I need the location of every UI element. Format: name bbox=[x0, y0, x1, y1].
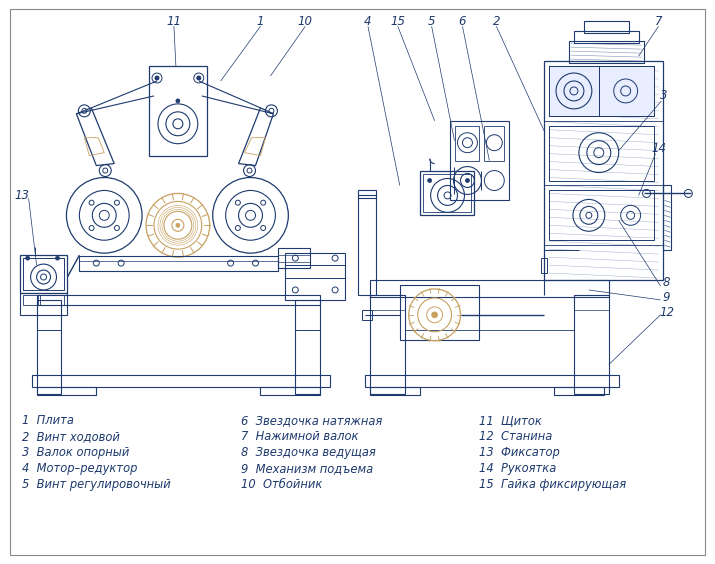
Bar bbox=[20, 255, 67, 293]
Circle shape bbox=[432, 312, 438, 318]
Text: 15: 15 bbox=[390, 15, 405, 28]
Text: 6  Звездочка натяжная: 6 Звездочка натяжная bbox=[240, 415, 382, 428]
Text: 1: 1 bbox=[257, 15, 265, 28]
Circle shape bbox=[176, 99, 180, 103]
Text: 4  Мотор–редуктор: 4 Мотор–редуктор bbox=[21, 462, 137, 475]
Circle shape bbox=[176, 223, 180, 227]
Circle shape bbox=[26, 256, 29, 260]
Bar bbox=[36, 300, 61, 394]
Text: 14: 14 bbox=[651, 142, 666, 155]
Circle shape bbox=[155, 76, 159, 80]
Bar bbox=[400, 285, 479, 340]
Bar bbox=[362, 310, 372, 320]
Bar bbox=[598, 66, 654, 116]
Bar bbox=[358, 191, 376, 199]
Text: 12  Станина: 12 Станина bbox=[479, 430, 553, 443]
Bar bbox=[23, 258, 64, 290]
Circle shape bbox=[197, 76, 201, 80]
Text: 3: 3 bbox=[660, 90, 667, 103]
Text: 10: 10 bbox=[297, 15, 312, 28]
Bar bbox=[584, 21, 628, 33]
Bar bbox=[295, 300, 320, 394]
Text: 5  Винт регулировочный: 5 Винт регулировочный bbox=[21, 478, 170, 491]
Text: 2: 2 bbox=[493, 15, 500, 28]
Text: 13  Фиксатор: 13 Фиксатор bbox=[479, 446, 560, 459]
Bar bbox=[370, 295, 405, 394]
Bar bbox=[20, 293, 67, 315]
Circle shape bbox=[465, 179, 470, 183]
Bar bbox=[484, 126, 504, 161]
Bar bbox=[36, 387, 97, 395]
Text: 2  Винт ходовой: 2 Винт ходовой bbox=[21, 430, 119, 443]
Bar bbox=[664, 186, 671, 250]
Bar bbox=[285, 253, 345, 300]
Bar bbox=[455, 126, 479, 161]
Bar bbox=[574, 31, 638, 43]
Text: 7: 7 bbox=[655, 15, 662, 28]
Circle shape bbox=[56, 256, 59, 260]
Bar bbox=[549, 66, 654, 116]
Text: 8: 8 bbox=[663, 276, 670, 289]
Text: 10  Отбойник: 10 Отбойник bbox=[240, 478, 322, 491]
Text: 7  Нажимной валок: 7 Нажимной валок bbox=[240, 430, 358, 443]
Bar bbox=[574, 295, 608, 394]
Text: 6: 6 bbox=[459, 15, 466, 28]
Text: 15  Гайка фиксирующая: 15 Гайка фиксирующая bbox=[479, 478, 626, 491]
Text: 8  Звездочка ведущая: 8 Звездочка ведущая bbox=[240, 446, 375, 459]
Bar bbox=[370, 280, 608, 297]
Bar bbox=[549, 191, 654, 240]
Bar bbox=[260, 387, 320, 395]
Circle shape bbox=[428, 179, 432, 183]
Bar bbox=[278, 248, 310, 268]
Bar bbox=[554, 387, 603, 395]
Bar bbox=[569, 41, 644, 63]
Text: 11  Щиток: 11 Щиток bbox=[479, 415, 542, 428]
Text: 3  Валок опорный: 3 Валок опорный bbox=[21, 446, 129, 459]
Bar bbox=[423, 174, 471, 212]
Text: 9: 9 bbox=[663, 292, 670, 305]
Bar bbox=[549, 126, 654, 180]
Text: 1  Плита: 1 Плита bbox=[21, 415, 74, 428]
Bar bbox=[31, 374, 330, 387]
Text: 12: 12 bbox=[659, 306, 674, 319]
Bar bbox=[370, 387, 420, 395]
Bar bbox=[365, 374, 618, 387]
Bar bbox=[36, 295, 320, 305]
Bar bbox=[541, 258, 547, 273]
Bar bbox=[23, 295, 38, 305]
Text: 5: 5 bbox=[428, 15, 435, 28]
Text: 4: 4 bbox=[364, 15, 372, 28]
Text: 13: 13 bbox=[14, 189, 29, 202]
Text: 11: 11 bbox=[167, 15, 182, 28]
Bar bbox=[420, 170, 475, 215]
Bar bbox=[39, 295, 64, 305]
Text: 9  Механизм подъема: 9 Механизм подъема bbox=[240, 462, 373, 475]
Bar bbox=[549, 66, 598, 116]
Bar bbox=[79, 256, 278, 271]
Bar bbox=[544, 61, 664, 280]
Bar bbox=[149, 66, 207, 156]
Text: 14  Рукоятка: 14 Рукоятка bbox=[479, 462, 557, 475]
Bar bbox=[358, 196, 376, 295]
Bar bbox=[450, 121, 509, 200]
